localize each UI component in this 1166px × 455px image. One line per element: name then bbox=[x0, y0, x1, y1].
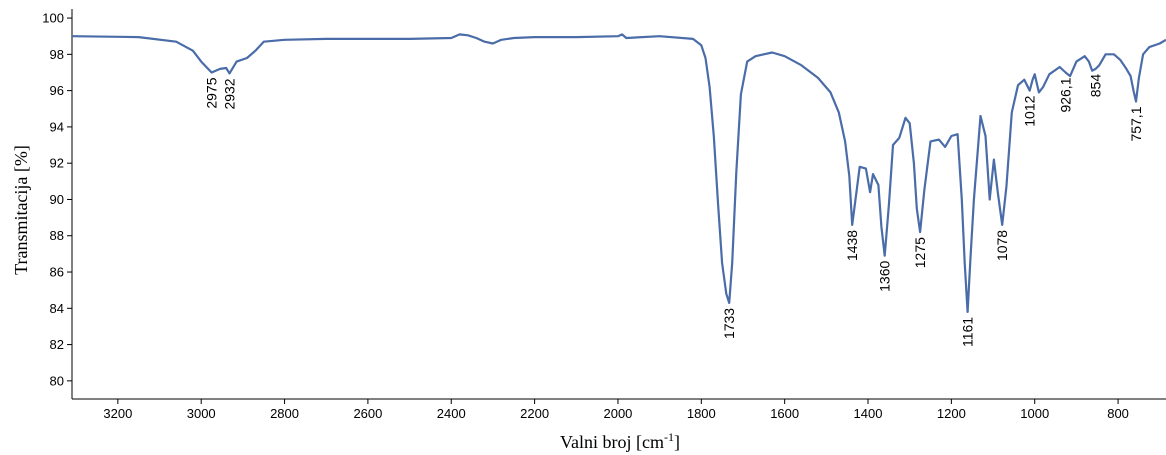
x-axis-title: Valni broj [cm-1] bbox=[560, 430, 680, 452]
peak-annotations: 2975 2932 1733 1438 1360 1275 1161 1078 1012 926,… bbox=[204, 74, 1144, 347]
x-tick-label: 3000 bbox=[187, 406, 216, 421]
peak-label: 1161 bbox=[960, 317, 976, 347]
x-tick-label: 2400 bbox=[437, 406, 466, 421]
peak-label: 1078 bbox=[994, 230, 1010, 261]
axes bbox=[71, 9, 1166, 400]
peak-label: 1360 bbox=[877, 260, 893, 291]
x-tick-label: 1200 bbox=[937, 406, 966, 421]
x-tick-label: 3200 bbox=[103, 406, 132, 421]
y-tick-label: 82 bbox=[50, 337, 64, 352]
x-tick-label: 2200 bbox=[520, 406, 549, 421]
x-tick-label: 1800 bbox=[687, 406, 716, 421]
y-tick-label: 88 bbox=[50, 228, 64, 243]
x-axis-title-superscript: -1 bbox=[664, 430, 674, 444]
x-tick-label: 2000 bbox=[603, 406, 632, 421]
y-tick-label: 86 bbox=[50, 265, 64, 280]
peak-label: 2932 bbox=[222, 78, 238, 109]
y-axis-title: Transmitacija [%] bbox=[11, 145, 31, 275]
peak-label: 1275 bbox=[912, 237, 928, 268]
x-tick-label: 1600 bbox=[770, 406, 799, 421]
y-tick-label: 98 bbox=[50, 47, 64, 62]
peak-label: 1012 bbox=[1022, 95, 1038, 126]
x-axis-title-end: ] bbox=[674, 432, 680, 452]
y-tick-label: 94 bbox=[50, 119, 64, 134]
x-tick-label: 1000 bbox=[1020, 406, 1049, 421]
y-tick-label: 96 bbox=[50, 83, 64, 98]
y-tick-label: 92 bbox=[50, 156, 64, 171]
y-axis-ticks: 100 98 96 94 92 90 88 86 84 82 80 bbox=[42, 11, 72, 388]
peak-label: 926,1 bbox=[1058, 77, 1074, 112]
peak-label: 2975 bbox=[204, 77, 220, 108]
x-tick-label: 2800 bbox=[270, 406, 299, 421]
y-tick-label: 90 bbox=[50, 192, 64, 207]
x-tick-label: 1400 bbox=[854, 406, 883, 421]
x-tick-label: 800 bbox=[1107, 406, 1129, 421]
y-tick-label: 84 bbox=[50, 301, 64, 316]
spectrum-line bbox=[71, 33, 1166, 313]
x-axis-ticks: 3200 3000 2800 2600 2400 2200 2000 1800 1600 1400… bbox=[103, 399, 1129, 421]
peak-label: 854 bbox=[1088, 74, 1104, 98]
peak-label: 757,1 bbox=[1128, 106, 1144, 141]
y-tick-label: 80 bbox=[50, 373, 64, 388]
series-layer bbox=[71, 33, 1166, 313]
y-tick-label: 100 bbox=[42, 11, 64, 26]
peak-label: 1438 bbox=[844, 230, 860, 261]
x-axis-title-main: Valni broj [cm bbox=[560, 432, 664, 452]
peak-label: 1733 bbox=[721, 308, 737, 339]
x-tick-label: 2600 bbox=[353, 406, 382, 421]
